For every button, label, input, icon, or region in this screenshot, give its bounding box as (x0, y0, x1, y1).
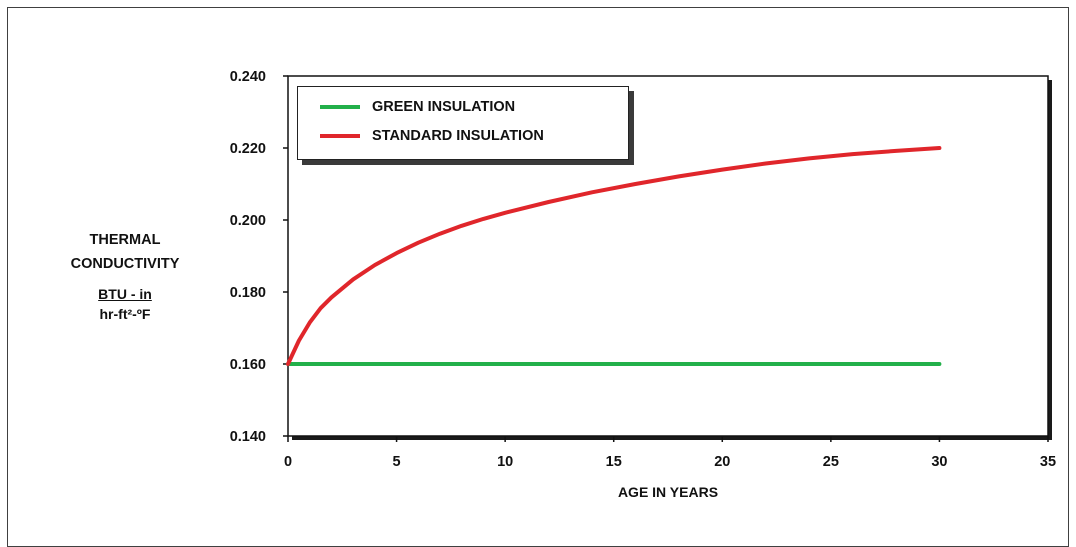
x-tick-label: 10 (497, 454, 513, 470)
legend-label-standard: STANDARD INSULATION (372, 128, 544, 144)
legend-item-green: GREEN INSULATION (320, 99, 515, 115)
y-axis-title: THERMAL CONDUCTIVITY (40, 228, 210, 276)
x-axis-title: AGE IN YEARS (617, 484, 719, 500)
legend-item-standard: STANDARD INSULATION (320, 128, 544, 144)
x-tick-label: 0 (284, 454, 292, 470)
x-tick-label: 20 (714, 454, 730, 470)
legend: GREEN INSULATION STANDARD INSULATION (297, 86, 629, 160)
legend-label-green: GREEN INSULATION (372, 99, 516, 115)
y-axis-title-line-1: THERMAL (89, 232, 161, 248)
y-tick-label: 0.180 (230, 285, 266, 301)
x-tick-label: 35 (1040, 454, 1056, 470)
y-tick-label: 0.220 (230, 141, 266, 157)
y-axis-units-denominator: hr-ft²-ºF (99, 306, 151, 322)
series-line-standard-insulation (286, 146, 942, 366)
x-tick-label: 30 (931, 454, 947, 470)
legend-swatch-standard (320, 134, 360, 138)
x-tick-label: 15 (606, 454, 622, 470)
legend-swatch-green (320, 105, 360, 109)
y-axis-units: BTU - in hr-ft²-ºF (40, 284, 210, 324)
y-tick-label: 0.160 (230, 357, 266, 373)
y-axis-units-numerator: BTU - in (98, 286, 152, 302)
x-tick-label: 25 (823, 454, 839, 470)
y-tick-label: 0.140 (230, 429, 266, 445)
series-layer (286, 146, 942, 366)
y-axis-title-line-2: CONDUCTIVITY (70, 256, 180, 272)
x-tick-label: 5 (393, 454, 401, 470)
y-tick-label: 0.240 (230, 69, 266, 85)
axes: 0.140 0.160 0.180 0.200 0.220 0.240 0 5 10 15 20 25… (230, 69, 1056, 470)
plot-area (287, 75, 1049, 437)
y-tick-label: 0.200 (230, 213, 266, 229)
